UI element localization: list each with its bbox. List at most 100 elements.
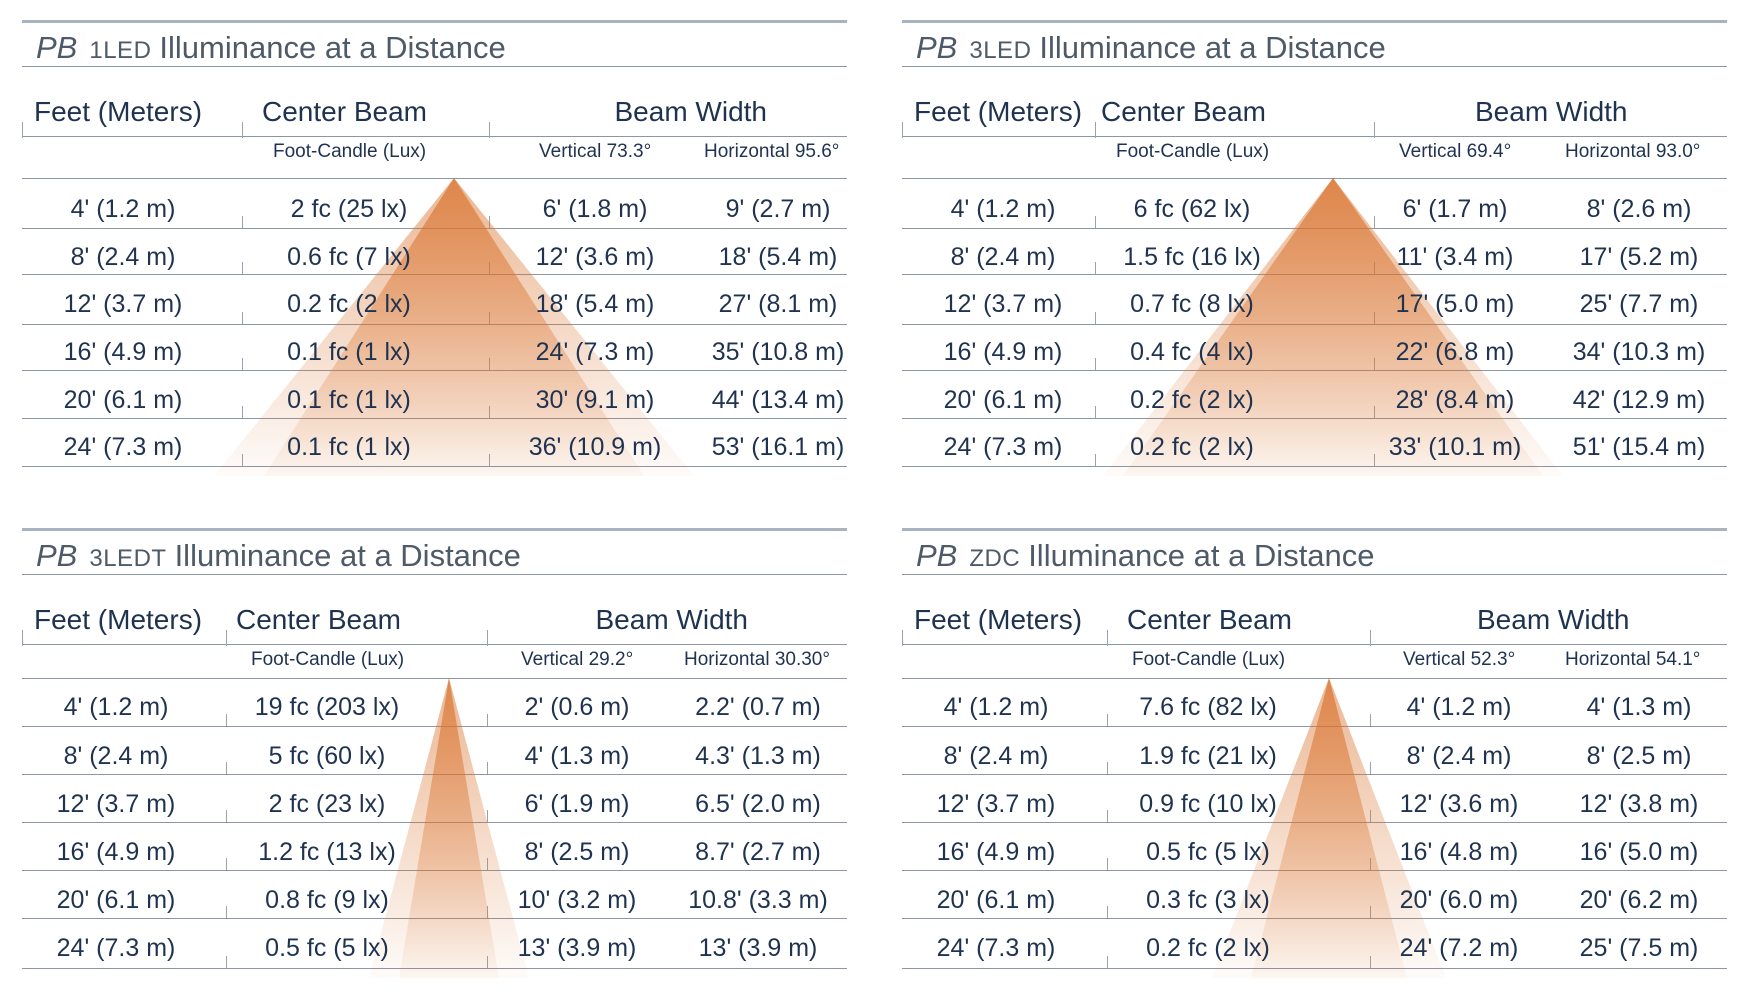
cell-center-beam: 2 fc (25 lx) [290, 195, 408, 223]
title-text: Illuminance at a Distance [1028, 538, 1375, 573]
cell-distance: 20' (6.1 m) [56, 886, 176, 914]
cell-vertical-width: 12' (3.6 m) [535, 243, 655, 271]
cell-center-beam: 0.2 fc (2 lx) [1130, 433, 1254, 461]
subheader-vertical: Vertical 69.4° [1399, 141, 1512, 162]
cell-horizontal-width: 18' (5.4 m) [718, 243, 838, 271]
cell-distance: 24' (7.3 m) [56, 934, 176, 962]
cell-vertical-width: 8' (2.4 m) [1406, 742, 1512, 770]
cell-vertical-width: 10' (3.2 m) [517, 886, 637, 914]
cell-distance: 16' (4.9 m) [63, 338, 183, 366]
column-tick [226, 858, 227, 870]
column-header-center-beam: Center Beam [236, 604, 401, 635]
cell-vertical-width: 28' (8.4 m) [1395, 386, 1515, 414]
cell-center-beam: 0.1 fc (1 lx) [287, 338, 411, 366]
column-tick [1107, 956, 1108, 968]
column-tick [1107, 762, 1108, 774]
cell-distance: 8' (2.4 m) [943, 742, 1049, 770]
column-tick [1370, 762, 1371, 774]
subheader-divider [902, 678, 1727, 679]
cell-vertical-width: 36' (10.9 m) [528, 433, 662, 461]
beam-inner-cone [399, 678, 499, 978]
illuminance-table-panel: PB 3LED Illuminance at a Distance Feet (Met… [902, 20, 1727, 482]
column-tick [1107, 906, 1108, 918]
column-tick [1370, 714, 1371, 726]
light-beam-graphic [369, 678, 529, 978]
cell-distance: 20' (6.1 m) [936, 886, 1056, 914]
cell-center-beam: 0.1 fc (1 lx) [287, 433, 411, 461]
column-tick [1374, 216, 1375, 228]
cell-vertical-width: 20' (6.0 m) [1399, 886, 1519, 914]
cell-distance: 12' (3.7 m) [56, 790, 176, 818]
column-tick [1095, 406, 1096, 418]
column-tick [1095, 262, 1096, 274]
column-tick [242, 406, 243, 418]
cell-vertical-width: 4' (1.2 m) [1406, 693, 1512, 721]
cell-vertical-width: 30' (9.1 m) [535, 386, 655, 414]
cell-horizontal-width: 4.3' (1.3 m) [695, 742, 821, 770]
cell-horizontal-width: 4' (1.3 m) [1586, 693, 1692, 721]
top-divider [22, 528, 847, 531]
cell-center-beam: 6 fc (62 lx) [1133, 195, 1251, 223]
cell-horizontal-width: 8' (2.5 m) [1586, 742, 1692, 770]
title-divider [22, 66, 847, 67]
header-divider [22, 136, 847, 137]
column-header-center-beam: Center Beam [262, 96, 427, 127]
cell-distance: 24' (7.3 m) [936, 934, 1056, 962]
top-divider [902, 528, 1727, 531]
cell-center-beam: 0.2 fc (2 lx) [1130, 386, 1254, 414]
column-header-feet: Feet (Meters) [914, 604, 1083, 635]
subheader-vertical: Vertical 52.3° [1403, 649, 1516, 670]
cell-center-beam: 19 fc (203 lx) [254, 693, 400, 721]
cell-distance: 8' (2.4 m) [70, 243, 176, 271]
cell-distance: 20' (6.1 m) [943, 386, 1063, 414]
cell-vertical-width: 24' (7.2 m) [1399, 934, 1519, 962]
title-text: Illuminance at a Distance [1039, 30, 1386, 65]
cell-horizontal-width: 8' (2.6 m) [1586, 195, 1692, 223]
column-tick [1107, 810, 1108, 822]
cell-vertical-width: 33' (10.1 m) [1388, 433, 1522, 461]
column-tick [242, 312, 243, 324]
title-divider [902, 66, 1727, 67]
cell-vertical-width: 11' (3.4 m) [1396, 243, 1514, 271]
beam-inner-cone [264, 178, 644, 476]
column-tick [226, 906, 227, 918]
header-tick [1107, 630, 1108, 646]
column-tick [487, 762, 488, 774]
cell-horizontal-width: 17' (5.2 m) [1579, 243, 1699, 271]
column-tick [1107, 714, 1108, 726]
cell-horizontal-width: 25' (7.5 m) [1579, 934, 1699, 962]
cell-center-beam: 0.1 fc (1 lx) [287, 386, 411, 414]
subheader-divider [22, 678, 847, 679]
row-divider [22, 726, 847, 727]
panel-title: PB 3LED Illuminance at a Distance [916, 30, 1386, 66]
cell-center-beam: 0.3 fc (3 lx) [1146, 886, 1270, 914]
cell-distance: 4' (1.2 m) [950, 195, 1056, 223]
column-tick [242, 216, 243, 228]
column-tick [487, 810, 488, 822]
cell-distance: 12' (3.7 m) [943, 290, 1063, 318]
column-tick [487, 714, 488, 726]
subheader-horizontal: Horizontal 95.6° [704, 141, 840, 162]
header-tick [902, 630, 903, 646]
header-tick [1370, 630, 1371, 646]
cell-distance: 4' (1.2 m) [63, 693, 169, 721]
top-divider [902, 20, 1727, 23]
column-header-beam-width: Beam Width [614, 96, 768, 127]
title-text: Illuminance at a Distance [174, 538, 521, 573]
cell-vertical-width: 6' (1.7 m) [1402, 195, 1508, 223]
column-header-feet: Feet (Meters) [34, 96, 203, 127]
column-header-feet: Feet (Meters) [914, 96, 1083, 127]
cell-center-beam: 0.9 fc (10 lx) [1139, 790, 1277, 818]
column-header-beam-width: Beam Width [595, 604, 749, 635]
column-tick [242, 358, 243, 370]
cell-center-beam: 5 fc (60 lx) [268, 742, 386, 770]
illuminance-table-panel: PB ZDC Illuminance at a Distance Feet (Mete… [902, 528, 1727, 990]
subheader-vertical: Vertical 73.3° [539, 141, 652, 162]
cell-horizontal-width: 34' (10.3 m) [1572, 338, 1706, 366]
panel-title: PB ZDC Illuminance at a Distance [916, 538, 1375, 574]
cell-horizontal-width: 8.7' (2.7 m) [695, 838, 821, 866]
cell-vertical-width: 6' (1.9 m) [524, 790, 630, 818]
header-tick [902, 122, 903, 138]
cell-vertical-width: 4' (1.3 m) [524, 742, 630, 770]
column-tick [1095, 358, 1096, 370]
